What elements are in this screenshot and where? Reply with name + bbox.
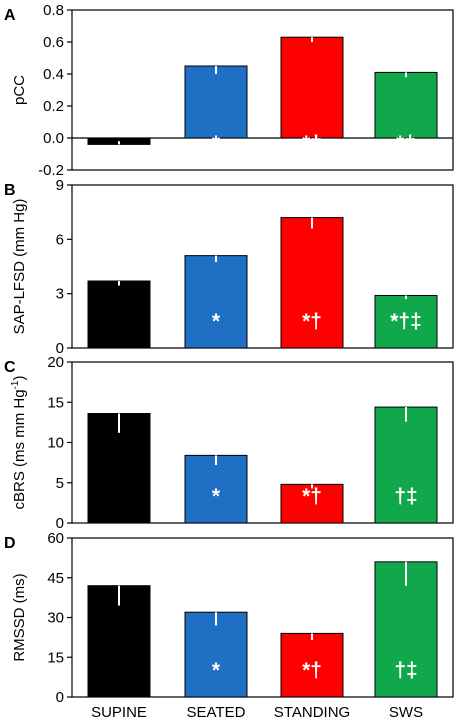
- significance-marker: †‡: [394, 659, 417, 682]
- bar-sws: [374, 71, 438, 139]
- y-axis-label-tail: ): [11, 376, 28, 381]
- bar-standing: [280, 483, 344, 524]
- bar-standing: [280, 36, 344, 139]
- y-axis-label-text: SAP-LFSD (mm Hg): [11, 199, 28, 335]
- bar-sws: [374, 406, 438, 524]
- category-label-seated: SEATED: [187, 704, 246, 721]
- plot-frame: [71, 9, 454, 171]
- y-axis-label-text: pCC: [11, 75, 28, 105]
- y-tick-label: 0.2: [43, 98, 64, 115]
- y-tick-label: 9: [56, 177, 64, 194]
- y-tick-label: 0.8: [43, 2, 64, 19]
- panel-label: A: [4, 7, 16, 24]
- panel-label: B: [4, 182, 16, 199]
- y-axis-label: cBRS (ms mm Hg-1): [10, 376, 28, 510]
- y-tick-label: 0.0: [43, 130, 64, 147]
- y-tick-label: 60: [47, 530, 64, 547]
- category-label-standing: STANDING: [274, 704, 350, 721]
- bar-seated: [184, 65, 248, 139]
- category-labels: SUPINE SEATED STANDING SWS: [91, 704, 423, 721]
- bar-supine: [87, 280, 151, 349]
- bar-seated: [184, 255, 248, 349]
- bar-seated: [184, 454, 248, 524]
- y-tick-label: -0.2: [38, 162, 64, 179]
- y-axis-label: pCC: [11, 75, 28, 105]
- panel-label: D: [4, 535, 16, 552]
- bar-seated: [184, 611, 248, 698]
- significance-marker: *‡: [396, 132, 416, 155]
- y-tick-label: 45: [47, 570, 64, 587]
- y-tick-label: 0: [56, 689, 64, 706]
- y-tick-label: 0.6: [43, 34, 64, 51]
- bar-standing: [280, 632, 344, 698]
- plot-frame: [71, 184, 454, 349]
- y-tick-label: 5: [56, 475, 64, 492]
- panel-label: C: [4, 359, 16, 376]
- y-tick-label: 20: [47, 354, 64, 371]
- significance-marker: *: [212, 310, 221, 333]
- significance-marker: *: [212, 132, 221, 155]
- significance-marker: *: [212, 485, 221, 508]
- y-axis-label-superscript: -1: [10, 380, 21, 389]
- y-tick-label: 15: [47, 649, 64, 666]
- y-tick-label: 30: [47, 610, 64, 627]
- significance-marker: *†: [302, 310, 322, 333]
- bar-sws: [374, 294, 438, 349]
- significance-marker: *†: [302, 132, 322, 155]
- y-tick-label: 10: [47, 435, 64, 452]
- y-tick-label: 0: [56, 340, 64, 357]
- significance-marker: *†: [302, 659, 322, 682]
- significance-marker: *†‡: [390, 310, 422, 333]
- significance-marker: †‡: [394, 485, 417, 508]
- y-tick-label: 15: [47, 394, 64, 411]
- significance-marker: *†: [302, 485, 322, 508]
- category-label-supine: SUPINE: [91, 704, 147, 721]
- bar-standing: [280, 217, 344, 349]
- y-axis-label-text: RMSSD (ms): [11, 573, 28, 661]
- y-axis-label: SAP-LFSD (mm Hg): [11, 199, 28, 335]
- y-axis-label-text: cBRS (ms mm Hg: [11, 389, 28, 509]
- y-tick-label: 0.4: [43, 66, 64, 83]
- category-label-sws: SWS: [389, 704, 423, 721]
- significance-marker: *: [212, 659, 221, 682]
- y-tick-label: 0: [56, 515, 64, 532]
- y-axis-label: RMSSD (ms): [11, 573, 28, 661]
- y-tick-label: 3: [56, 286, 64, 303]
- y-tick-label: 6: [56, 231, 64, 248]
- panel-d: 0 15 30 45 60 * *† †‡ D RMSSD (ms): [4, 530, 454, 706]
